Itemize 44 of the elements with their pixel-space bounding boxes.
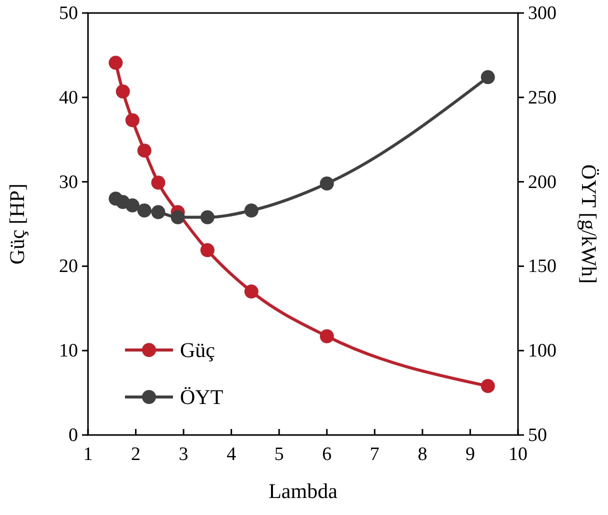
- legend-label: ÖYT: [180, 385, 224, 409]
- y2-tick-label: 300: [528, 3, 556, 24]
- x-tick-label: 8: [418, 444, 428, 465]
- point: [125, 113, 140, 128]
- point: [320, 176, 334, 190]
- x-axis-title: Lambda: [268, 479, 338, 503]
- point: [320, 329, 334, 344]
- point: [200, 243, 214, 258]
- y-tick-label: 20: [59, 256, 78, 278]
- point: [137, 144, 152, 158]
- x-tick-label: 1: [83, 444, 93, 465]
- x-tick-label: 5: [274, 444, 284, 465]
- point: [151, 205, 166, 220]
- legend-label: Güç: [180, 338, 215, 362]
- x-tick-label: 2: [131, 444, 141, 465]
- y-tick-label: 30: [59, 172, 78, 193]
- x-tick-label: 7: [370, 444, 380, 465]
- y2-tick-label: 200: [528, 172, 556, 193]
- y2-tick-label: 50: [528, 425, 547, 446]
- point: [116, 84, 130, 98]
- y2-axis-title: ÖYT [g/kWh]: [577, 164, 601, 284]
- y-axis-title: Güç [HP]: [5, 183, 29, 265]
- y2-tick-label: 150: [528, 256, 556, 278]
- y-tick-label: 40: [59, 87, 78, 108]
- y2-tick-label: 100: [528, 340, 556, 362]
- x-tick-label: 9: [465, 444, 475, 465]
- point: [151, 176, 166, 190]
- x-tick-label: 3: [178, 444, 188, 465]
- point: [170, 210, 185, 224]
- y-tick-label: 50: [59, 3, 78, 24]
- point: [480, 379, 495, 394]
- y-tick-label: 0: [68, 425, 78, 446]
- x-tick-label: 4: [226, 444, 237, 465]
- point: [244, 284, 258, 299]
- point: [137, 203, 152, 218]
- y-tick-label: 10: [59, 340, 78, 362]
- point: [244, 203, 258, 218]
- point: [125, 198, 140, 212]
- point: [200, 210, 214, 224]
- y2-tick-label: 250: [528, 87, 556, 108]
- point: [480, 70, 495, 84]
- x-tick-label: 6: [322, 444, 332, 465]
- point: [108, 56, 123, 70]
- x-tick-label: 10: [508, 444, 528, 465]
